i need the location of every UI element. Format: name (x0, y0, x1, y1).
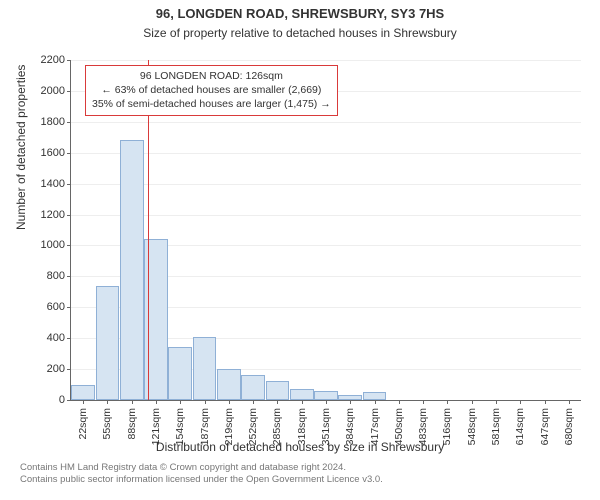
footer-text: Contains HM Land Registry data © Crown c… (20, 462, 580, 487)
annotation-line: 96 LONGDEN ROAD: 126sqm (92, 69, 331, 83)
x-tick-label: 88sqm (126, 404, 138, 440)
y-tick-label: 1200 (41, 209, 71, 221)
y-tick-label: 1600 (41, 147, 71, 159)
y-tick-label: 600 (47, 301, 71, 313)
histogram-bar (120, 140, 144, 400)
histogram-bar (217, 369, 241, 400)
y-tick-label: 2200 (41, 54, 71, 66)
histogram-bar (241, 375, 265, 400)
y-tick-label: 0 (59, 394, 71, 406)
histogram-bar (193, 337, 217, 400)
y-tick-label: 2000 (41, 85, 71, 97)
histogram-bar (168, 347, 192, 400)
histogram-bar (96, 286, 120, 400)
annotation-box: 96 LONGDEN ROAD: 126sqm← 63% of detached… (85, 65, 338, 116)
y-tick-label: 1800 (41, 116, 71, 128)
y-tick-label: 200 (47, 363, 71, 375)
x-tick-label: 55sqm (101, 404, 113, 440)
histogram-bar (266, 381, 290, 400)
histogram-bar (71, 385, 95, 400)
footer-line-2: Contains public sector information licen… (20, 474, 580, 486)
histogram-bar (363, 392, 387, 400)
page-title: 96, LONGDEN ROAD, SHREWSBURY, SY3 7HS (0, 6, 600, 21)
y-axis-label: Number of detached properties (14, 65, 28, 230)
histogram-bar (314, 391, 338, 400)
y-tick-label: 400 (47, 332, 71, 344)
footer-line-1: Contains HM Land Registry data © Crown c… (20, 462, 580, 474)
annotation-line: ← 63% of detached houses are smaller (2,… (92, 83, 331, 97)
histogram-bar (290, 389, 314, 400)
chart-container: 96, LONGDEN ROAD, SHREWSBURY, SY3 7HS Si… (0, 0, 600, 500)
y-tick-label: 1400 (41, 178, 71, 190)
annotation-line: 35% of semi-detached houses are larger (… (92, 97, 331, 111)
y-tick-label: 1000 (41, 239, 71, 251)
page-subtitle: Size of property relative to detached ho… (0, 26, 600, 40)
x-axis-label: Distribution of detached houses by size … (0, 440, 600, 454)
x-tick-label: 22sqm (77, 404, 89, 440)
y-tick-label: 800 (47, 270, 71, 282)
